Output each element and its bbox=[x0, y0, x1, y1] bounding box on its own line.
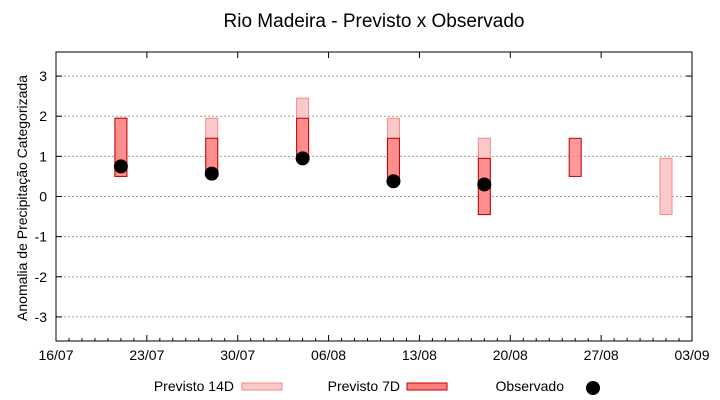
y-tick-label: -2 bbox=[35, 269, 48, 285]
y-tick-label: 3 bbox=[39, 68, 47, 84]
previsto-14d-bar bbox=[659, 157, 673, 216]
observado-point bbox=[204, 166, 219, 181]
y-tick-label: 1 bbox=[39, 148, 47, 164]
legend-label: Observado bbox=[496, 378, 565, 394]
x-tick-label: 27/08 bbox=[584, 347, 619, 363]
legend-swatch bbox=[241, 382, 283, 391]
legend-label: Previsto 14D bbox=[154, 378, 234, 394]
x-tick-label: 13/08 bbox=[402, 347, 437, 363]
previsto-7d-bar bbox=[568, 137, 582, 177]
legend: Previsto 14D Previsto 7D Observado bbox=[154, 378, 600, 395]
x-tick-label: 30/07 bbox=[220, 347, 255, 363]
x-tick-label: 03/09 bbox=[674, 347, 709, 363]
legend-label: Previsto 7D bbox=[328, 378, 400, 394]
plot-series bbox=[113, 97, 673, 216]
x-tick-label: 20/08 bbox=[493, 347, 528, 363]
grid-lines bbox=[56, 75, 692, 318]
x-tick-label: 23/07 bbox=[129, 347, 164, 363]
axes: -3 -2 -1 0 1 2 3 16/07 23/07 30/07 06/08 13/08 20/08… bbox=[35, 52, 710, 363]
observado-point bbox=[295, 151, 310, 166]
y-axis-label: Anomalia de Precipitação Categorizada bbox=[14, 75, 30, 321]
legend-previsto-7d: Previsto 7D bbox=[328, 378, 448, 394]
previsto-7d-bar bbox=[386, 137, 400, 181]
legend-previsto-14d: Previsto 14D bbox=[154, 378, 283, 394]
x-tick-label: 16/07 bbox=[38, 347, 73, 363]
observado-point bbox=[477, 177, 492, 192]
y-tick-label: 2 bbox=[39, 108, 47, 124]
legend-observado: Observado bbox=[496, 378, 600, 395]
observado-point bbox=[113, 159, 128, 174]
y-tick-label: -3 bbox=[35, 309, 48, 325]
chart-title: Rio Madeira - Previsto x Observado bbox=[224, 11, 525, 32]
y-tick-label: -1 bbox=[35, 229, 48, 245]
legend-swatch bbox=[406, 382, 448, 391]
observado-point bbox=[386, 174, 401, 189]
y-tick-label: 0 bbox=[39, 189, 47, 205]
x-tick-label: 06/08 bbox=[311, 347, 346, 363]
legend-marker bbox=[586, 381, 600, 395]
